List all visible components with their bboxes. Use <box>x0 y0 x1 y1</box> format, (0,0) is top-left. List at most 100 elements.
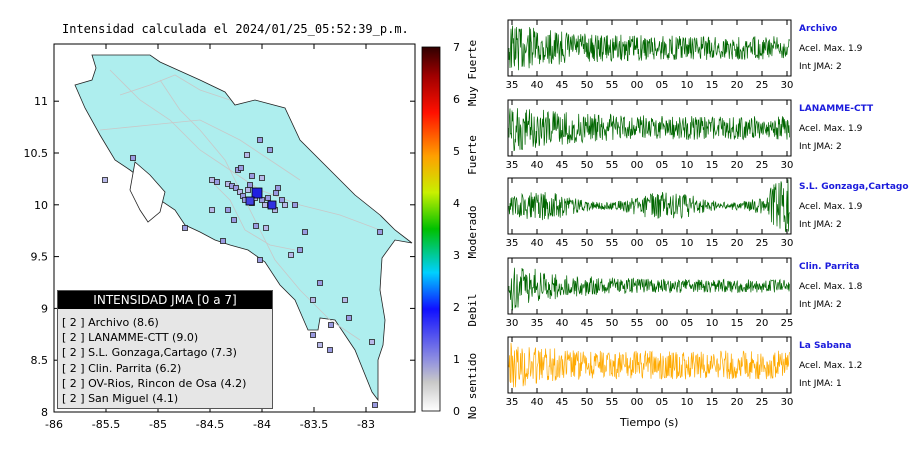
legend-station: Clin. Parrita (6.2) <box>84 361 182 375</box>
station-marker <box>249 173 255 179</box>
map-x-tick: -84 <box>253 418 271 431</box>
intensity-colorbar: 0 1 2 3 4 5 6 7 No sentido Debil Moderado Fuerte Mu… <box>421 40 479 419</box>
map-x-tick: -84.5 <box>196 418 224 431</box>
map-y-tick: 10 <box>34 199 48 212</box>
station-marker <box>267 200 277 210</box>
station-marker <box>247 182 253 188</box>
waveform-station-name: Archivo <box>799 24 838 34</box>
waveform-tick: 35 <box>506 160 519 171</box>
colorbar-tick: 1 <box>453 353 460 366</box>
colorbar-tick: 5 <box>453 145 460 158</box>
waveform-tick: 00 <box>631 238 644 249</box>
waveform-tick: 25 <box>781 318 794 329</box>
waveform-tick: 45 <box>556 80 569 91</box>
waveform-tick: 25 <box>756 80 769 91</box>
station-marker <box>231 217 237 223</box>
waveform-tick: 50 <box>606 318 619 329</box>
waveform-tick: 45 <box>556 160 569 171</box>
waveform-jma: Int JMA: 2 <box>799 62 842 72</box>
waveform-tick: 40 <box>531 397 544 408</box>
legend-station: S.L. Gonzaga,Cartago (7.3) <box>84 346 237 360</box>
waveform-panel: 35 40 45 50 55 00 05 10 15 20 25 30 <box>506 336 793 408</box>
station-marker <box>327 347 333 353</box>
waveform-tick: 10 <box>681 80 694 91</box>
colorbar-tick: 6 <box>453 93 460 106</box>
station-marker <box>288 252 294 258</box>
waveform-tick: 55 <box>606 160 619 171</box>
waveform-panel: 35 40 45 50 55 00 05 10 15 20 25 30 <box>506 177 793 249</box>
station-marker <box>262 202 268 208</box>
waveform-tick: 20 <box>731 238 744 249</box>
station-marker <box>237 189 243 195</box>
waveform-tick: 05 <box>656 397 669 408</box>
colorbar-category: No sentido <box>466 353 479 419</box>
waveform-jma: Int JMA: 1 <box>799 379 842 389</box>
map-y-tick: 10.5 <box>24 147 49 160</box>
waveform-tick: 15 <box>706 160 719 171</box>
waveform-tick: 55 <box>631 318 644 329</box>
waveform-tick: 55 <box>606 238 619 249</box>
waveform-panel: 30 35 40 45 50 55 00 05 10 15 20 25 <box>506 257 794 329</box>
legend-item: [ 2 ] San Miguel (4.1) <box>62 391 272 406</box>
station-marker <box>233 185 239 191</box>
waveform-tick: 20 <box>731 80 744 91</box>
waveform-tick: 50 <box>581 160 594 171</box>
legend-level: [ 2 ] <box>62 392 85 406</box>
waveform-accel: Acel. Max. 1.9 <box>799 124 863 134</box>
waveform-tick: 10 <box>681 160 694 171</box>
station-marker <box>267 147 273 153</box>
station-marker <box>310 332 316 338</box>
map-y-tick: 8 <box>41 406 48 419</box>
waveform-trace <box>508 342 790 388</box>
map-y-tick: 8.5 <box>31 354 49 367</box>
waveform-tick: 00 <box>631 160 644 171</box>
colorbar-tick: 3 <box>453 249 460 262</box>
waveform-accel: Acel. Max. 1.9 <box>799 202 863 212</box>
station-marker <box>245 196 255 206</box>
waveform-tick: 35 <box>506 80 519 91</box>
waveform-panels: 35 40 45 50 55 00 05 10 15 20 25 30 35 40 45 50 55 00 05 10… <box>506 19 794 408</box>
map-y-tick: 11 <box>34 95 48 108</box>
waveform-panel: 35 40 45 50 55 00 05 10 15 20 25 30 <box>506 99 793 171</box>
station-marker <box>214 179 220 185</box>
waveform-tick: 45 <box>556 238 569 249</box>
waveform-trace <box>508 108 790 152</box>
map-x-tick: -83.5 <box>300 418 328 431</box>
waveform-tick: 20 <box>731 160 744 171</box>
waveform-tick: 40 <box>531 160 544 171</box>
station-marker <box>263 225 269 231</box>
legend-item: [ 2 ] OV-Rios, Rincon de Osa (4.2) <box>62 376 272 391</box>
colorbar-category: Muy Fuerte <box>466 40 479 106</box>
waveform-trace <box>508 179 790 233</box>
waveform-tick: 15 <box>731 318 744 329</box>
legend-level: [ 2 ] <box>62 361 85 375</box>
station-marker <box>302 229 308 235</box>
colorbar-category: Moderado <box>466 206 479 259</box>
legend-level: [ 2 ] <box>62 376 85 390</box>
legend-item: [ 2 ] Archivo (8.6) <box>62 315 272 330</box>
waveform-tick: 30 <box>781 80 794 91</box>
station-marker <box>251 187 263 199</box>
legend-station: OV-Rios, Rincon de Osa (4.2) <box>84 376 247 390</box>
legend-title: INTENSIDAD JMA [0 a 7] <box>58 291 272 309</box>
station-marker <box>282 202 288 208</box>
station-marker <box>273 190 279 196</box>
waveform-jma: Int JMA: 2 <box>799 220 842 230</box>
waveform-tick: 00 <box>631 397 644 408</box>
waveform-tick: 15 <box>706 397 719 408</box>
station-marker <box>372 402 378 408</box>
colorbar-category: Fuerte <box>466 135 479 175</box>
station-marker <box>238 165 244 171</box>
waveform-tick: 05 <box>656 238 669 249</box>
intensity-legend: INTENSIDAD JMA [0 a 7] [ 2 ] Archivo (8.… <box>57 290 273 409</box>
map-x-tick: -85 <box>149 418 167 431</box>
waveform-tick: 50 <box>581 80 594 91</box>
waveform-accel: Acel. Max. 1.8 <box>799 282 863 292</box>
legend-list: [ 2 ] Archivo (8.6)[ 2 ] LANAMME-CTT (9.… <box>58 315 272 406</box>
waveform-station-name: LANAMME-CTT <box>799 104 874 114</box>
waveform-accel: Acel. Max. 1.9 <box>799 44 863 54</box>
station-marker <box>377 229 383 235</box>
station-marker <box>209 177 215 183</box>
station-marker <box>342 297 348 303</box>
station-marker <box>297 247 303 253</box>
